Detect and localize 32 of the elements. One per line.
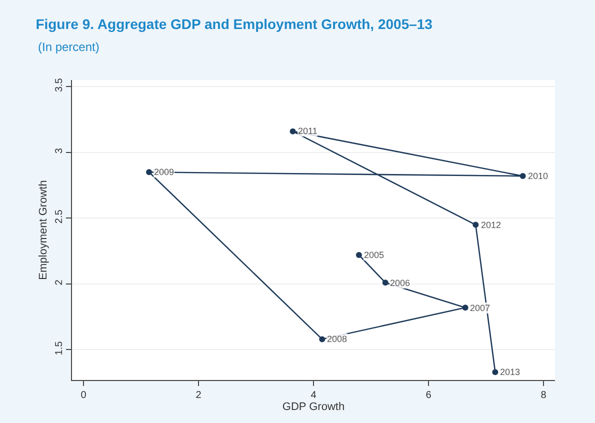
- y-tick-label: 1.5: [54, 340, 65, 356]
- annotation: 2005: [364, 250, 384, 260]
- point: [146, 169, 152, 176]
- x-tick-label: 6: [426, 390, 432, 401]
- annotation: 2013: [500, 367, 520, 377]
- annotation: 2007: [470, 303, 490, 313]
- annotation: 2006: [390, 278, 410, 288]
- chart-title: Figure 9. Aggregate GDP and Employment Growth, 2005–13: [36, 16, 433, 32]
- x-axis-title: GDP Growth: [282, 401, 345, 414]
- annotation: 2012: [481, 220, 502, 230]
- point: [319, 336, 326, 342]
- y-tick-label: 3: [54, 148, 65, 154]
- y-tick-label: 3.5: [54, 78, 65, 92]
- y-tick-label: 2.5: [54, 209, 65, 224]
- x-tick-label: 2: [196, 390, 202, 401]
- point: [462, 304, 468, 311]
- y-axis-title: Employment Growth: [38, 180, 50, 280]
- point: [290, 128, 296, 134]
- point: [472, 222, 479, 228]
- x-tick-label: 8: [540, 390, 547, 401]
- annotation: 2008: [327, 334, 348, 344]
- point: [492, 369, 498, 376]
- x-tick-label: 0: [80, 390, 87, 401]
- annotation: 2010: [528, 171, 548, 181]
- point: [520, 173, 526, 180]
- point: [382, 280, 388, 286]
- chart-subtitle: (In percent): [38, 40, 100, 54]
- annotation: 2009: [154, 167, 174, 177]
- point: [356, 252, 362, 258]
- x-tick-label: 4: [310, 390, 317, 401]
- annotation: 2011: [298, 126, 318, 136]
- y-tick-label: 2: [54, 279, 65, 286]
